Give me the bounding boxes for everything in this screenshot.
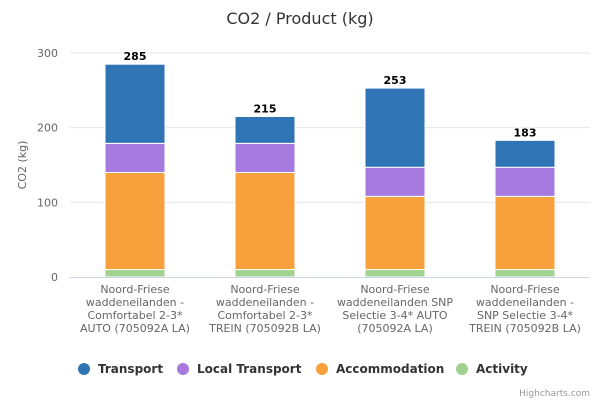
x-category-label: Noord-Friese waddeneilanden SNP Selectie 3…	[337, 283, 453, 335]
x-category-label: Noord-Friese waddeneilanden -Comfortabel …	[80, 283, 190, 335]
legend-item-activity[interactable]: Activity	[456, 362, 528, 376]
axes: 0 100 200 300	[37, 47, 590, 284]
bar-segment-accommodation[interactable]	[104, 171, 166, 271]
stack-total-label: 285	[124, 50, 147, 63]
bar-segment-transport[interactable]	[364, 87, 426, 168]
bar-segment-accommodation[interactable]	[234, 171, 296, 271]
bar-segment-transport[interactable]	[104, 63, 166, 144]
bar-segment-activity[interactable]	[364, 269, 426, 278]
chart-title: CO2 / Product (kg)	[226, 9, 373, 28]
bar-segment-accommodation[interactable]	[494, 195, 556, 271]
legend-marker-icon	[177, 363, 189, 375]
legend-item-transport[interactable]: Transport	[78, 362, 163, 376]
legend-marker-icon	[456, 363, 468, 375]
bar-segment-activity[interactable]	[234, 269, 296, 278]
legend-marker-icon	[316, 363, 328, 375]
bar-segment-local-transport[interactable]	[234, 142, 296, 173]
y-axis-label: CO2 (kg)	[16, 141, 29, 190]
legend-label: Transport	[98, 362, 163, 376]
bar-segment-local-transport[interactable]	[364, 166, 426, 197]
legend-label: Local Transport	[197, 362, 302, 376]
bar-segment-activity[interactable]	[494, 269, 556, 278]
y-tick-label: 300	[37, 47, 58, 60]
bars	[104, 63, 556, 278]
x-category-label: Noord-Friese waddeneilanden -Comfortabel …	[208, 283, 321, 335]
bar-segment-local-transport[interactable]	[494, 166, 556, 197]
bar-segment-activity[interactable]	[104, 269, 166, 278]
bar-segment-local-transport[interactable]	[104, 142, 166, 173]
y-tick-label: 100	[37, 196, 58, 209]
legend-item-accommodation[interactable]: Accommodation	[316, 362, 444, 376]
credits-text[interactable]: Highcharts.com	[519, 389, 590, 399]
legend-label: Accommodation	[336, 362, 444, 376]
y-tick-label: 0	[51, 271, 58, 284]
labels: 285 Noord-Friese waddeneilanden -Comfortab…	[80, 49, 581, 335]
bar-segment-transport[interactable]	[234, 115, 296, 144]
stack-total-label: 215	[254, 102, 277, 115]
legend-marker-icon	[78, 363, 90, 375]
stack-total-label: 183	[514, 126, 537, 139]
y-tick-label: 200	[37, 122, 58, 135]
legend-item-local-transport[interactable]: Local Transport	[177, 362, 302, 376]
x-category-label: Noord-Friese waddeneilanden -SNP Selectie…	[468, 283, 581, 335]
legend-label: Activity	[476, 362, 528, 376]
bar-segment-transport[interactable]	[494, 139, 556, 168]
bar-segment-accommodation[interactable]	[364, 195, 426, 271]
stack-total-label: 253	[384, 74, 407, 87]
legend: Transport Local Transport Accommodation Act…	[78, 362, 528, 376]
